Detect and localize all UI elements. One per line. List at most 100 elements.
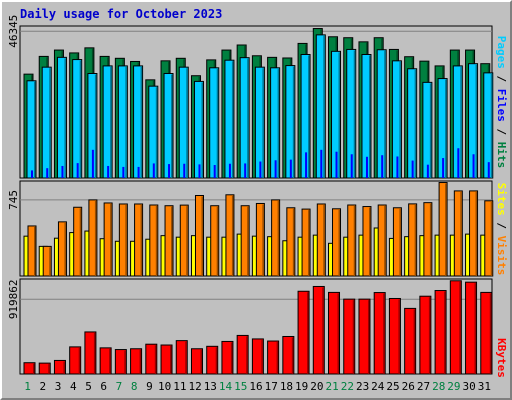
pages-bar-22-shade	[353, 50, 356, 178]
files-bar-25	[396, 156, 399, 178]
kbytes-bar-5-shade	[93, 332, 96, 374]
kbytes-bar-31-shade	[489, 293, 492, 374]
kbytes-bar-6	[99, 347, 112, 375]
pages-bar-25-shade	[399, 61, 401, 179]
files-bar-26	[411, 160, 414, 178]
visits-bar-20-body	[316, 203, 326, 277]
day-label-12: 12	[188, 380, 201, 393]
files-bar-21	[335, 151, 338, 178]
pages-bar-12-shade	[201, 82, 203, 178]
visits-bar-7	[118, 203, 128, 277]
kbytes-bar-9-shade	[154, 345, 157, 374]
kbytes-bar-5-body	[84, 331, 97, 375]
kbytes-bar-29	[449, 280, 462, 375]
day-label-23: 23	[356, 380, 369, 393]
visits-bar-8-shade	[140, 204, 143, 276]
kbytes-bar-1	[23, 362, 36, 375]
visits-bar-13-shade	[216, 206, 219, 276]
day-label-14: 14	[219, 380, 233, 393]
kbytes-bar-22	[343, 298, 356, 375]
files-bar-15	[244, 163, 247, 178]
chart-title: Daily usage for October 2023	[20, 7, 223, 21]
pages-bar-12	[193, 80, 204, 179]
visits-bar-21-shade	[338, 209, 341, 276]
pages-bar-27	[422, 81, 433, 179]
visits-bar-30	[469, 190, 479, 277]
visits-bar-18	[286, 207, 296, 277]
panel-1-ytick-label: 46345	[7, 15, 20, 48]
kbytes-bar-6-body	[99, 347, 112, 375]
kbytes-bar-15-body	[236, 334, 249, 375]
day-label-2: 2	[40, 380, 47, 393]
visits-bar-4-body	[73, 206, 83, 277]
pages-bar-14-shade	[231, 61, 234, 179]
pages-bar-6	[102, 65, 113, 179]
visits-bar-4	[73, 206, 83, 277]
pages-bar-17-shade	[277, 68, 280, 178]
kbytes-bar-8-shade	[139, 349, 142, 374]
kbytes-bar-7	[114, 349, 127, 375]
day-label-20: 20	[310, 380, 323, 393]
kbytes-bar-11-shade	[185, 341, 187, 374]
day-label-5: 5	[85, 380, 92, 393]
visits-bar-1-shade	[34, 226, 36, 276]
pages-bar-19-shade	[308, 55, 310, 178]
legend-panel-2-visits: Visits	[495, 236, 508, 276]
visits-bar-9	[149, 204, 159, 277]
kbytes-bar-29-shade	[459, 281, 461, 374]
kbytes-bar-14-body	[221, 340, 234, 375]
visits-bar-25-shade	[399, 208, 401, 276]
kbytes-bar-10	[160, 344, 173, 375]
visits-bar-25-body	[392, 207, 402, 277]
day-label-6: 6	[100, 380, 107, 393]
panel-2-ytick-label: 745	[7, 190, 20, 210]
legend-panel-2-separator-1: /	[495, 216, 508, 236]
kbytes-bar-28-body	[434, 290, 447, 375]
pages-bar-16-shade	[262, 68, 264, 178]
pages-bar-26-shade	[414, 69, 417, 178]
day-label-27: 27	[417, 380, 430, 393]
visits-bar-26-body	[408, 203, 418, 277]
pages-bar-1	[26, 80, 37, 179]
kbytes-bar-21-body	[328, 291, 341, 375]
visits-bar-2-shade	[49, 247, 51, 276]
day-label-16: 16	[249, 380, 262, 393]
pages-bar-15	[239, 57, 250, 179]
visits-bar-4-shade	[79, 208, 82, 276]
visits-bar-11	[179, 204, 189, 277]
visits-bar-19-shade	[308, 210, 310, 276]
visits-bar-14	[225, 194, 235, 277]
kbytes-bar-29-body	[449, 280, 462, 375]
pages-bar-28-shade	[445, 79, 447, 178]
files-bar-18	[289, 159, 292, 178]
pages-bar-3-shade	[64, 58, 66, 178]
visits-bar-15-shade	[247, 206, 249, 276]
kbytes-bar-30-body	[465, 281, 478, 375]
kbytes-bar-22-shade	[352, 300, 355, 374]
day-label-18: 18	[280, 380, 293, 393]
visits-bar-13-body	[210, 205, 220, 277]
kbytes-bar-25-body	[388, 297, 401, 375]
kbytes-bar-13-body	[206, 345, 219, 375]
visits-bar-30-body	[469, 190, 479, 277]
kbytes-bar-27	[419, 295, 432, 375]
legend-panel-3: KBytes	[495, 338, 508, 378]
files-bar-24	[381, 155, 384, 178]
visits-bar-15-body	[240, 205, 250, 277]
kbytes-bar-17-body	[267, 340, 280, 375]
visits-bar-1	[27, 225, 37, 277]
pages-bar-31-shade	[490, 73, 493, 178]
kbytes-bar-16-shade	[261, 339, 263, 374]
kbytes-bar-9	[145, 343, 158, 375]
visits-bar-25	[392, 207, 402, 277]
kbytes-bar-15	[236, 334, 249, 375]
pages-bar-7-shade	[125, 66, 127, 178]
day-label-30: 30	[463, 380, 476, 393]
legend-panel-2: Sites / Visits	[495, 183, 508, 276]
kbytes-bar-23-shade	[367, 300, 370, 374]
pages-bar-1-shade	[34, 81, 36, 178]
kbytes-bar-27-shade	[428, 297, 431, 374]
kbytes-bar-26-shade	[413, 309, 416, 374]
visits-bar-23-shade	[368, 207, 371, 276]
